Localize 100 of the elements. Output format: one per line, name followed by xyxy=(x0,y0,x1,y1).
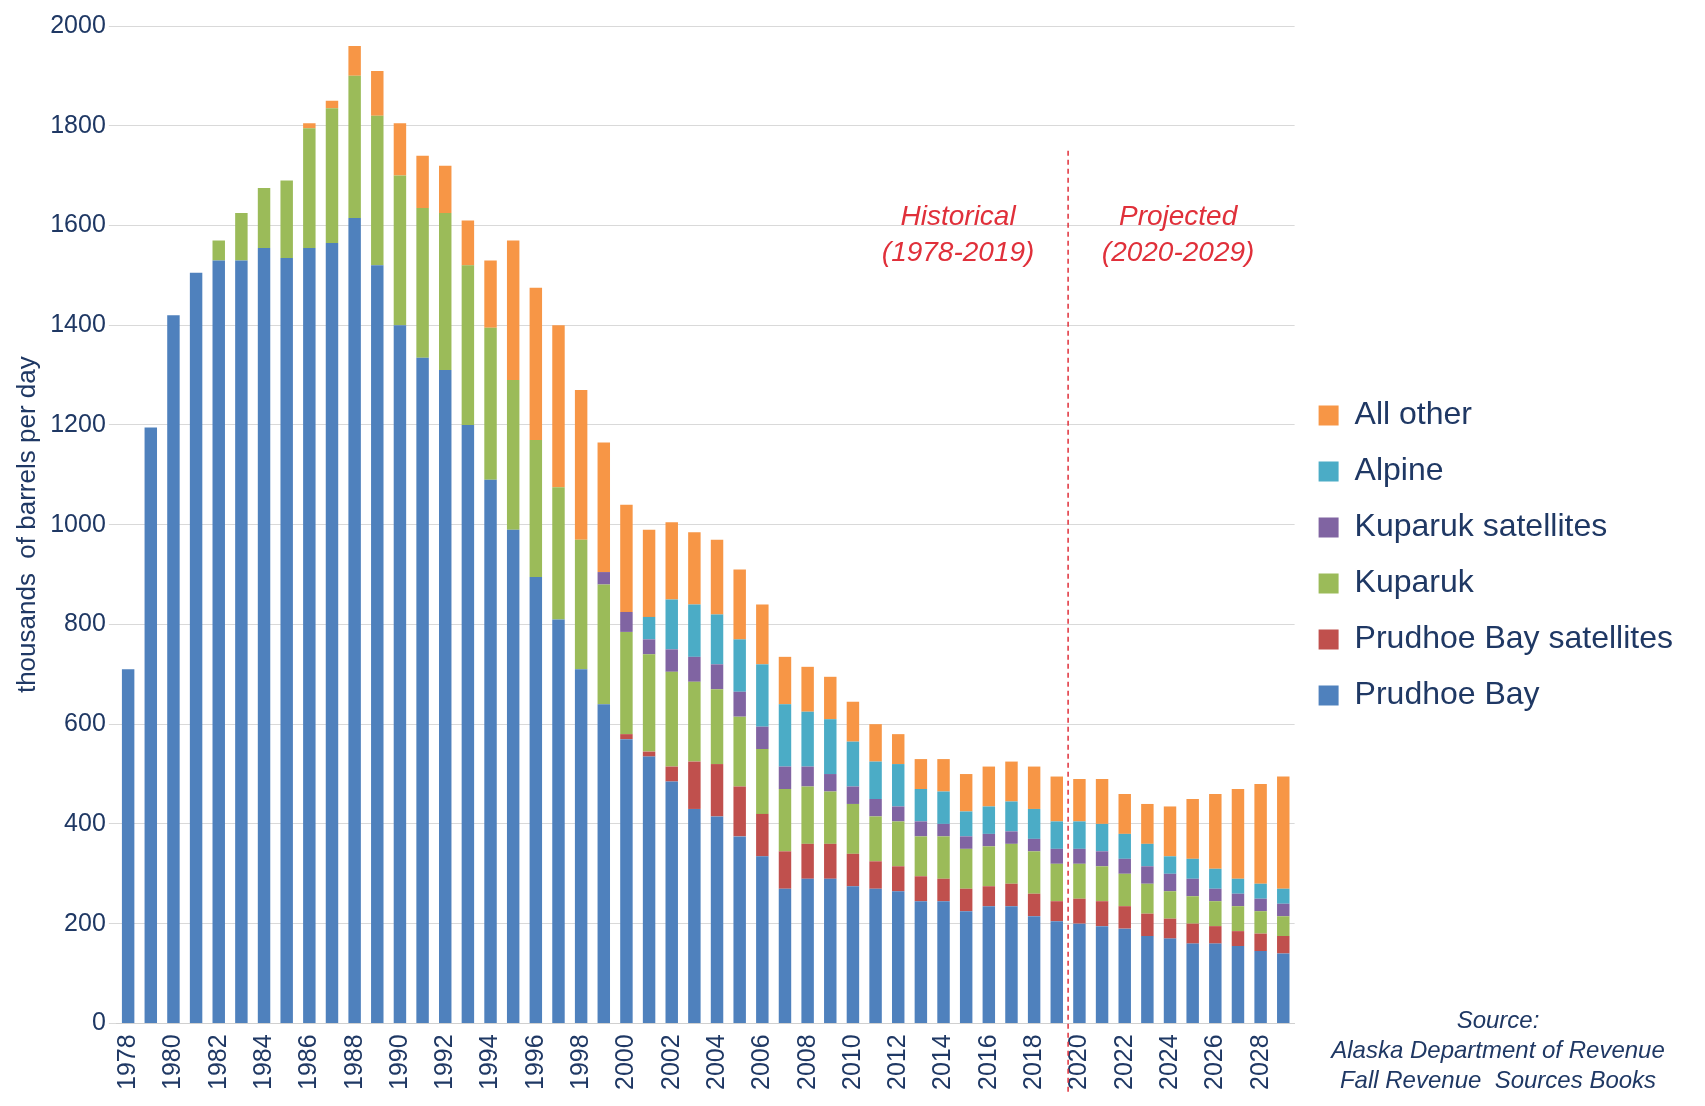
bar xyxy=(959,848,973,889)
bar xyxy=(393,123,407,176)
bar xyxy=(1118,873,1131,907)
bar xyxy=(620,631,633,735)
bar xyxy=(778,789,792,852)
annotation: Projected (2020-2029) xyxy=(1101,200,1255,268)
bar xyxy=(824,774,837,792)
y-tick-label: 1400 xyxy=(50,309,106,338)
bar xyxy=(257,188,271,248)
x-tick-label: 2002 xyxy=(655,1034,684,1091)
bar xyxy=(574,669,588,1023)
bar xyxy=(1163,891,1177,919)
x-tick-label: 1986 xyxy=(293,1034,322,1091)
x-tick-label: 1994 xyxy=(474,1034,503,1091)
bar xyxy=(552,619,565,1023)
y-axis-title: thousands of barrels per day xyxy=(10,356,41,694)
bar xyxy=(1005,883,1018,907)
bar xyxy=(529,439,543,578)
bar xyxy=(1163,806,1177,857)
bar xyxy=(1254,951,1267,1023)
bar xyxy=(416,357,429,1023)
bar xyxy=(892,734,905,765)
bar xyxy=(574,539,588,670)
bar xyxy=(1163,918,1177,939)
bar xyxy=(1231,893,1245,907)
bar xyxy=(1141,913,1154,937)
bar xyxy=(1050,848,1063,864)
bar xyxy=(824,878,837,1023)
bar xyxy=(869,798,882,817)
bar xyxy=(439,165,452,214)
x-tick-label: 2010 xyxy=(836,1034,865,1091)
bar xyxy=(688,808,701,1023)
x-tick-label: 1992 xyxy=(429,1034,458,1091)
bar xyxy=(982,766,996,807)
bar xyxy=(506,380,520,530)
bar xyxy=(597,572,611,585)
bar xyxy=(869,761,882,799)
bar xyxy=(1186,896,1199,924)
bar xyxy=(1277,888,1290,904)
x-tick-label: 2018 xyxy=(1018,1034,1047,1091)
bar xyxy=(937,836,950,879)
bar xyxy=(620,611,633,632)
bar xyxy=(461,220,475,266)
y-tick-label: 1800 xyxy=(50,109,106,138)
bar xyxy=(756,664,769,727)
bar xyxy=(484,479,497,1023)
bar xyxy=(778,766,792,789)
bar xyxy=(1277,903,1290,917)
bar xyxy=(869,861,882,889)
bar xyxy=(801,666,814,712)
bar xyxy=(733,786,746,837)
bar xyxy=(642,654,656,752)
bar xyxy=(1231,789,1245,879)
x-tick-label: 1996 xyxy=(519,1034,548,1091)
x-tick-label: 2026 xyxy=(1199,1034,1228,1091)
bar xyxy=(393,175,407,326)
bar xyxy=(642,639,656,655)
bar xyxy=(1277,953,1290,1023)
bar xyxy=(801,766,814,787)
x-tick-label: 2008 xyxy=(791,1034,820,1091)
bar xyxy=(597,704,611,1023)
bar xyxy=(665,671,678,767)
bar xyxy=(937,759,950,792)
bar xyxy=(1027,766,1041,809)
bar xyxy=(529,577,543,1023)
x-tick-label: 1978 xyxy=(112,1034,141,1091)
bar xyxy=(642,529,656,617)
bar xyxy=(484,260,497,328)
legend-label: Kuparuk satellites xyxy=(1354,507,1608,544)
bar xyxy=(1186,858,1199,879)
bar xyxy=(1118,833,1131,859)
bar xyxy=(1050,901,1063,922)
bar xyxy=(1050,863,1063,902)
bar xyxy=(1254,933,1267,952)
bar xyxy=(869,816,882,862)
bar xyxy=(1231,931,1245,947)
bar xyxy=(1027,916,1041,1023)
bar xyxy=(303,123,316,129)
bar xyxy=(1141,866,1154,884)
bar xyxy=(665,649,678,672)
bar xyxy=(710,614,724,665)
bar xyxy=(371,115,384,266)
bar xyxy=(235,213,248,261)
bar xyxy=(1073,898,1086,924)
bar xyxy=(846,853,860,887)
bar xyxy=(982,886,996,907)
bar xyxy=(280,180,293,258)
bar xyxy=(710,764,724,817)
bar xyxy=(1277,916,1290,937)
bar xyxy=(892,891,905,1023)
bar xyxy=(1209,926,1222,944)
bar xyxy=(869,888,882,1023)
legend-label: Prudhoe Bay satellites xyxy=(1354,619,1673,656)
bar xyxy=(959,774,973,812)
bar xyxy=(1073,821,1086,849)
bar xyxy=(167,315,180,1023)
bar xyxy=(1027,851,1041,894)
bar xyxy=(1141,803,1154,844)
bar xyxy=(824,676,837,720)
bar xyxy=(1186,923,1199,944)
